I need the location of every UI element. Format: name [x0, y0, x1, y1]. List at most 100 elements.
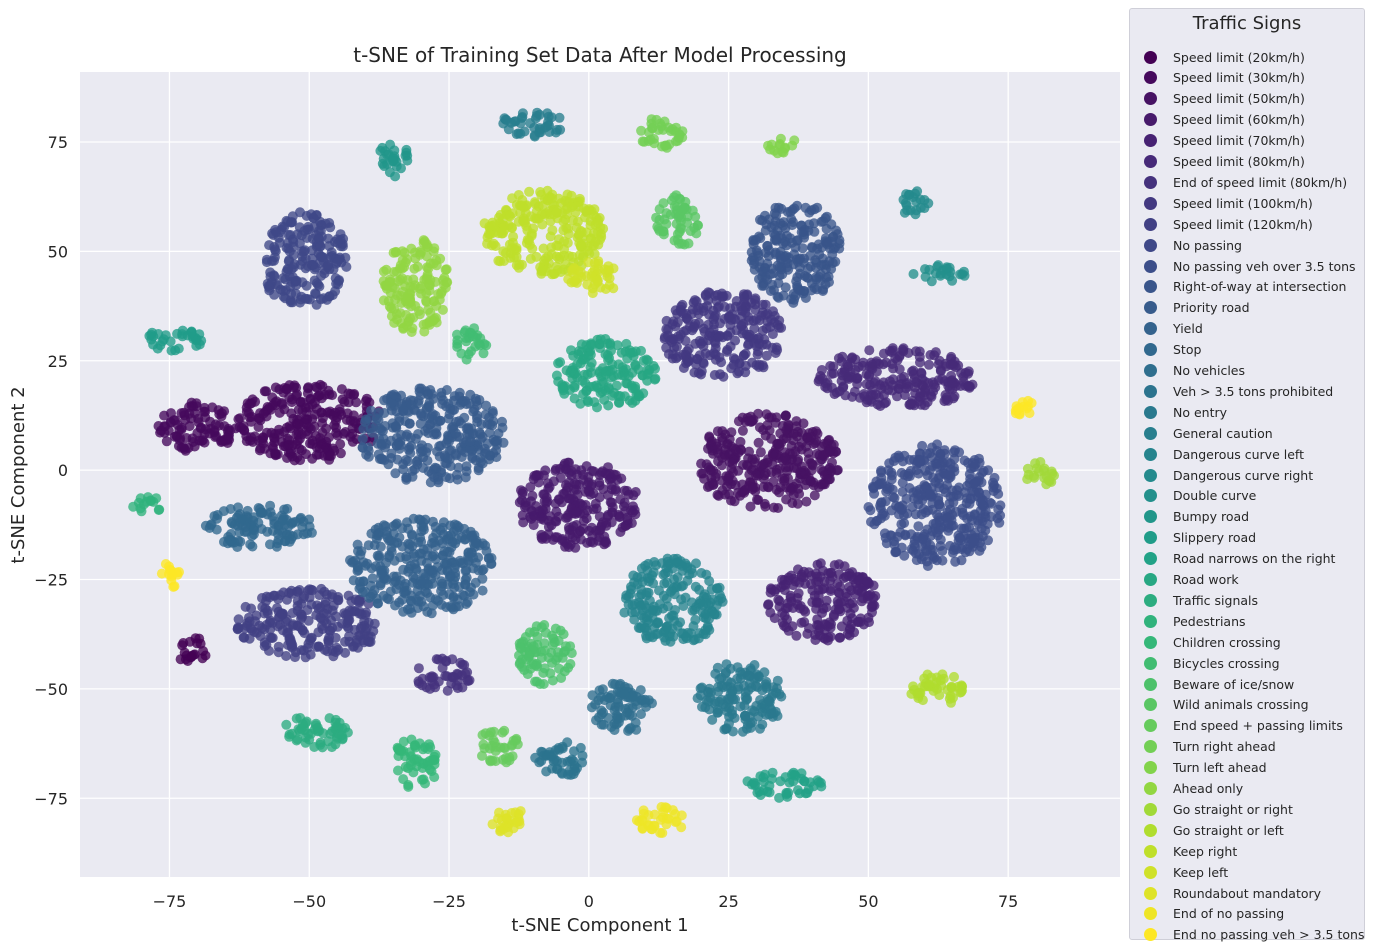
scatter-point — [942, 518, 953, 529]
scatter-point — [966, 494, 976, 505]
scatter-point — [627, 383, 638, 394]
scatter-point — [388, 247, 399, 258]
scatter-point — [265, 500, 276, 511]
scatter-point — [374, 550, 385, 561]
scatter-point — [477, 730, 488, 740]
scatter-point — [681, 358, 692, 369]
scatter-point — [953, 491, 964, 501]
scatter-point — [658, 603, 669, 614]
scatter-point — [566, 470, 577, 481]
scatter-point — [235, 413, 245, 424]
scatter-point — [766, 773, 777, 784]
scatter-point — [868, 593, 879, 604]
scatter-point — [638, 605, 648, 616]
scatter-point — [233, 614, 244, 625]
scatter-point — [166, 408, 176, 419]
scatter-point — [538, 667, 549, 678]
scatter-point — [286, 408, 297, 419]
scatter-point — [421, 318, 432, 329]
scatter-point — [330, 632, 341, 643]
scatter-point — [280, 274, 291, 285]
scatter-point — [262, 278, 273, 289]
scatter-point — [635, 685, 646, 696]
scatter-point — [761, 350, 772, 361]
scatter-point — [594, 685, 605, 696]
scatter-point — [460, 472, 471, 483]
scatter-point — [730, 335, 741, 346]
scatter-point — [199, 402, 210, 413]
scatter-point — [499, 225, 509, 236]
scatter-point — [876, 383, 887, 394]
scatter-point — [829, 389, 840, 400]
scatter-point — [539, 496, 550, 507]
scatter-point — [906, 529, 917, 540]
scatter-point — [571, 520, 582, 530]
scatter-point — [779, 143, 790, 154]
scatter-point — [989, 472, 1000, 483]
scatter-point — [780, 282, 791, 293]
scatter-point — [881, 357, 892, 368]
scatter-point — [911, 548, 921, 559]
scatter-point — [519, 217, 530, 228]
scatter-point — [793, 588, 804, 599]
scatter-point — [569, 746, 579, 757]
scatter-point — [253, 435, 264, 446]
scatter-point — [214, 409, 225, 420]
scatter-point — [497, 422, 508, 433]
scatter-point — [416, 596, 427, 607]
scatter-point — [680, 592, 691, 603]
scatter-point — [322, 603, 333, 614]
scatter-point — [324, 241, 335, 251]
scatter-point — [902, 205, 913, 216]
scatter-point — [864, 617, 874, 628]
scatter-point — [636, 345, 646, 356]
scatter-point — [967, 486, 978, 496]
scatter-point — [395, 260, 406, 271]
scatter-point — [525, 482, 536, 493]
scatter-point — [327, 443, 338, 454]
scatter-point — [292, 620, 303, 631]
scatter-point — [189, 441, 200, 452]
scatter-point — [820, 633, 831, 644]
scatter-point — [732, 368, 743, 379]
scatter-point — [956, 544, 967, 555]
scatter-point — [593, 218, 603, 228]
scatter-point — [590, 498, 601, 509]
scatter-point — [1022, 463, 1033, 474]
scatter-point — [381, 280, 392, 291]
scatter-point — [760, 210, 770, 221]
scatter-point — [609, 725, 620, 735]
scatter-point — [947, 547, 958, 558]
scatter-point — [373, 598, 383, 609]
scatter-point — [911, 205, 922, 216]
scatter-point — [846, 372, 857, 383]
scatter-point — [256, 508, 266, 519]
scatter-point — [398, 736, 409, 747]
scatter-point — [764, 787, 775, 798]
scatter-point — [249, 525, 260, 536]
scatter-point — [792, 785, 803, 796]
scatter-point — [153, 505, 164, 515]
scatter-point — [301, 406, 312, 417]
scatter-point — [798, 418, 809, 429]
scatter-point — [744, 670, 755, 681]
scatter-point — [801, 441, 812, 452]
scatter-point — [725, 327, 736, 338]
scatter-point — [977, 531, 988, 542]
scatter-point — [326, 615, 336, 626]
scatter-point — [1035, 457, 1046, 467]
scatter-point — [465, 436, 476, 447]
scatter-point — [765, 607, 776, 618]
scatter-point — [480, 540, 491, 551]
scatter-point — [678, 601, 689, 611]
scatter-point — [423, 565, 434, 576]
scatter-point — [806, 432, 817, 443]
scatter-point — [544, 749, 555, 760]
scatter-point — [281, 384, 292, 395]
scatter-point — [262, 605, 273, 616]
scatter-point — [926, 391, 937, 402]
scatter-point — [236, 514, 247, 525]
scatter-point — [712, 426, 723, 437]
scatter-point — [338, 428, 349, 439]
scatter-point — [326, 742, 337, 753]
